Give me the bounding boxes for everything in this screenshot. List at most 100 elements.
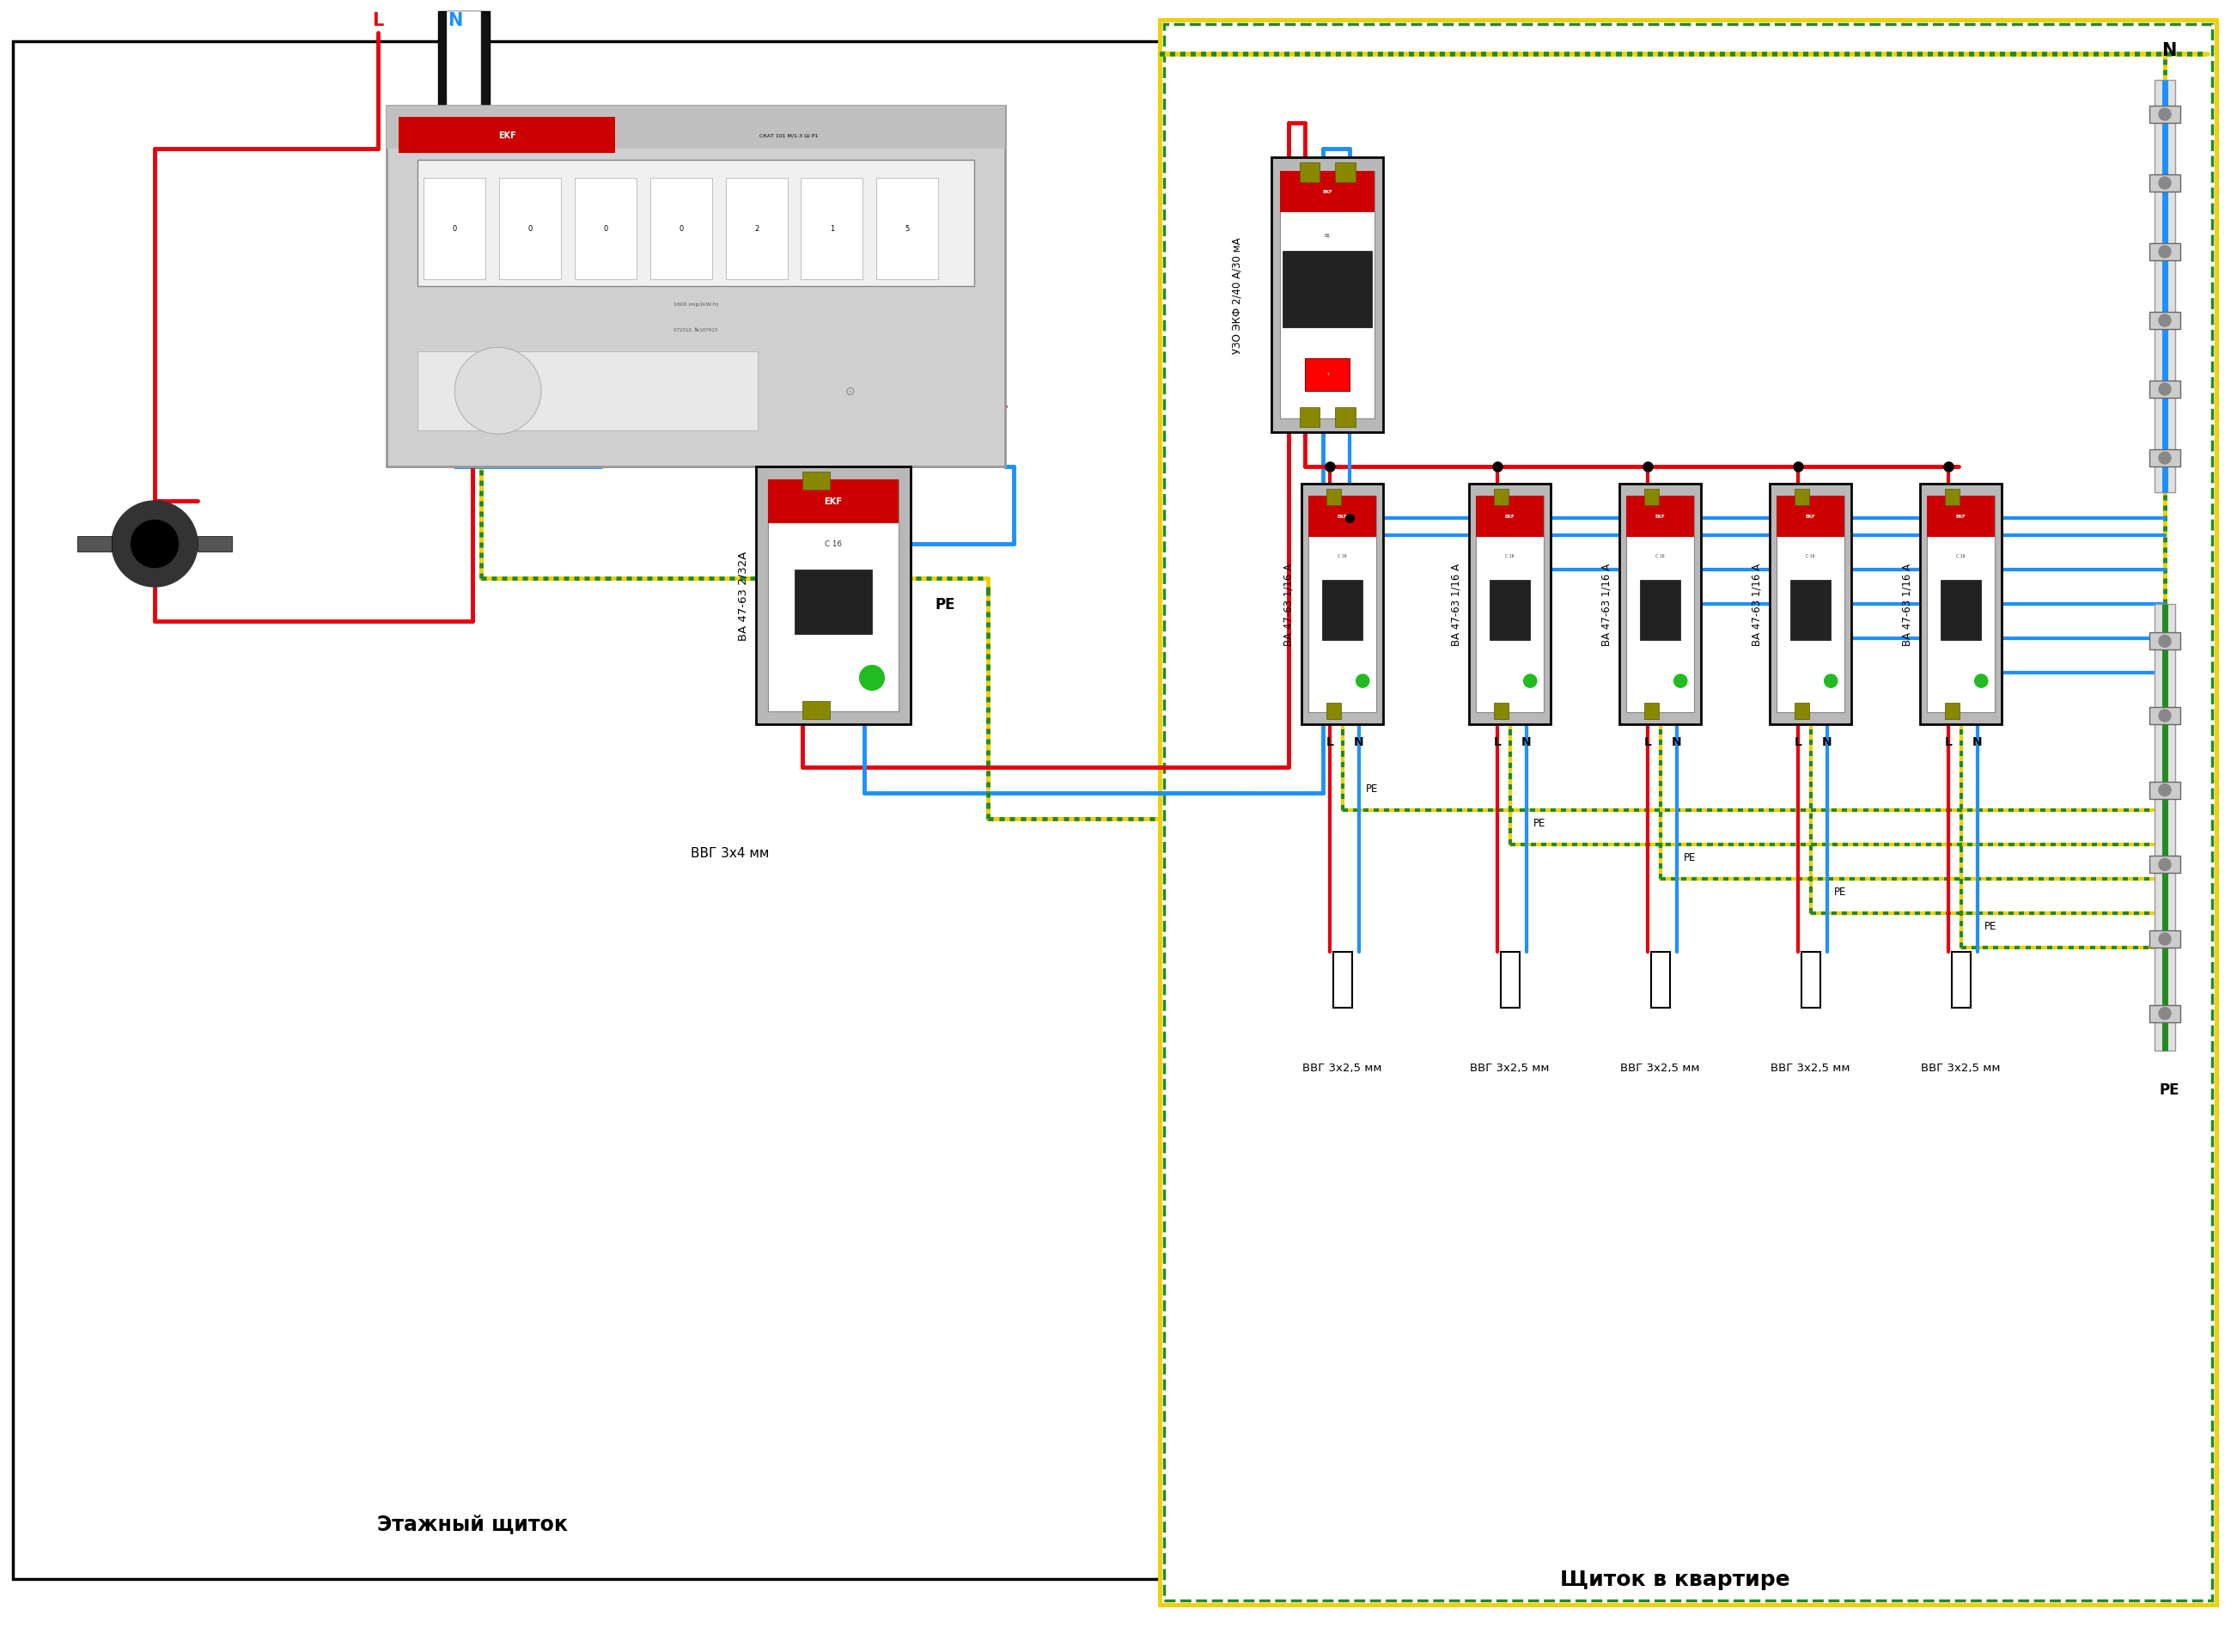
Text: ВВГ 3х4 мм: ВВГ 3х4 мм [691,847,770,861]
Bar [1769,484,1852,725]
Bar [1776,496,1846,712]
Bar [13,41,1159,1579]
Bar [575,178,638,279]
Bar [1644,489,1658,506]
Bar [1926,496,1995,537]
Text: PE: PE [2159,1082,2179,1097]
Circle shape [1975,676,1989,687]
Text: N: N [2161,41,2177,59]
Bar [1335,408,1356,428]
Bar [1939,580,1982,641]
Text: ВВГ 3х2,5 мм: ВВГ 3х2,5 мм [1620,1062,1700,1074]
Bar [1944,489,1960,506]
Bar [794,570,872,634]
Bar [767,481,899,712]
Bar [2150,856,2181,874]
Text: L: L [1644,735,1651,748]
Text: C 16: C 16 [1506,553,1514,558]
Text: PE: PE [1834,887,1848,897]
Text: ВА 47-63 2/32А: ВА 47-63 2/32А [738,552,749,641]
Bar [2150,781,2181,800]
Bar [423,178,485,279]
Bar [1626,496,1693,537]
Text: EKF: EKF [1322,190,1333,195]
Text: L: L [1944,735,1953,748]
Circle shape [2159,710,2170,722]
Bar [1794,489,1810,506]
Bar [1944,704,1960,720]
Bar [1490,580,1530,641]
Bar [2150,312,2181,330]
Bar [803,472,830,491]
Bar [1322,580,1362,641]
Bar [418,352,758,431]
Bar [1476,496,1544,712]
Text: 0: 0 [452,225,456,233]
Bar [1335,164,1356,183]
Bar [2150,707,2181,725]
Bar [1494,489,1508,506]
Text: 0: 0 [528,225,532,233]
Bar [78,537,112,552]
Bar [1333,952,1351,1008]
Circle shape [2159,785,2170,796]
Bar [387,106,1004,468]
Text: ВВГ 3х2,5 мм: ВВГ 3х2,5 мм [1302,1062,1382,1074]
Bar [756,468,910,725]
Text: СКАТ 101 М/1-3 Ш Р1: СКАТ 101 М/1-3 Ш Р1 [758,134,819,137]
Bar [1304,358,1349,392]
Bar [877,178,937,279]
Circle shape [2159,178,2170,190]
Bar [1280,172,1374,420]
Text: PE: PE [1684,852,1696,864]
Text: N: N [1521,735,1530,748]
Text: 1: 1 [830,225,834,233]
Text: ВВГ 3х2,5 мм: ВВГ 3х2,5 мм [1470,1062,1550,1074]
Circle shape [132,520,179,568]
Bar [1640,580,1680,641]
Circle shape [1673,676,1687,687]
Text: ВА 47-63 1/16 А: ВА 47-63 1/16 А [1602,563,1613,646]
Bar [2150,930,2181,948]
Text: 072010  №107915: 072010 №107915 [673,327,718,332]
Text: Щиток в квартире: Щиток в квартире [1559,1569,1790,1589]
Text: C 16: C 16 [1655,553,1664,558]
Circle shape [112,502,197,588]
Text: C 16: C 16 [1338,553,1347,558]
Bar [1919,484,2002,725]
Bar [1300,408,1320,428]
Text: ВВГ 3х2,5 мм: ВВГ 3х2,5 мм [1922,1062,2000,1074]
Text: EKF: EKF [1955,514,1966,519]
Text: C 16: C 16 [825,540,841,548]
Text: L: L [371,12,385,30]
Text: EKF: EKF [1655,514,1664,519]
Bar [1470,484,1550,725]
Bar [1159,20,2217,1604]
Circle shape [2159,636,2170,648]
Bar [2150,449,2181,468]
Circle shape [1825,676,1837,687]
Bar [1163,25,2212,1601]
Text: PE: PE [1535,818,1546,829]
Bar [1626,496,1693,712]
Circle shape [1523,676,1537,687]
Bar [499,178,561,279]
Circle shape [1356,676,1369,687]
Text: EKF: EKF [499,131,517,140]
Bar [1501,952,1519,1008]
Text: N: N [1671,735,1682,748]
Bar [2150,633,2181,651]
Bar [197,537,233,552]
Bar [2150,175,2181,192]
Bar [447,12,481,116]
Text: Этажный щиток: Этажный щиток [378,1513,568,1533]
Text: 0: 0 [604,225,608,233]
Text: N: N [1353,735,1365,748]
Bar [2154,605,2174,1051]
Circle shape [2159,453,2170,464]
Circle shape [2159,246,2170,258]
Text: ⊙: ⊙ [846,385,855,398]
Bar [2154,81,2174,492]
Text: EKF: EKF [1805,514,1816,519]
Bar [387,106,1004,150]
